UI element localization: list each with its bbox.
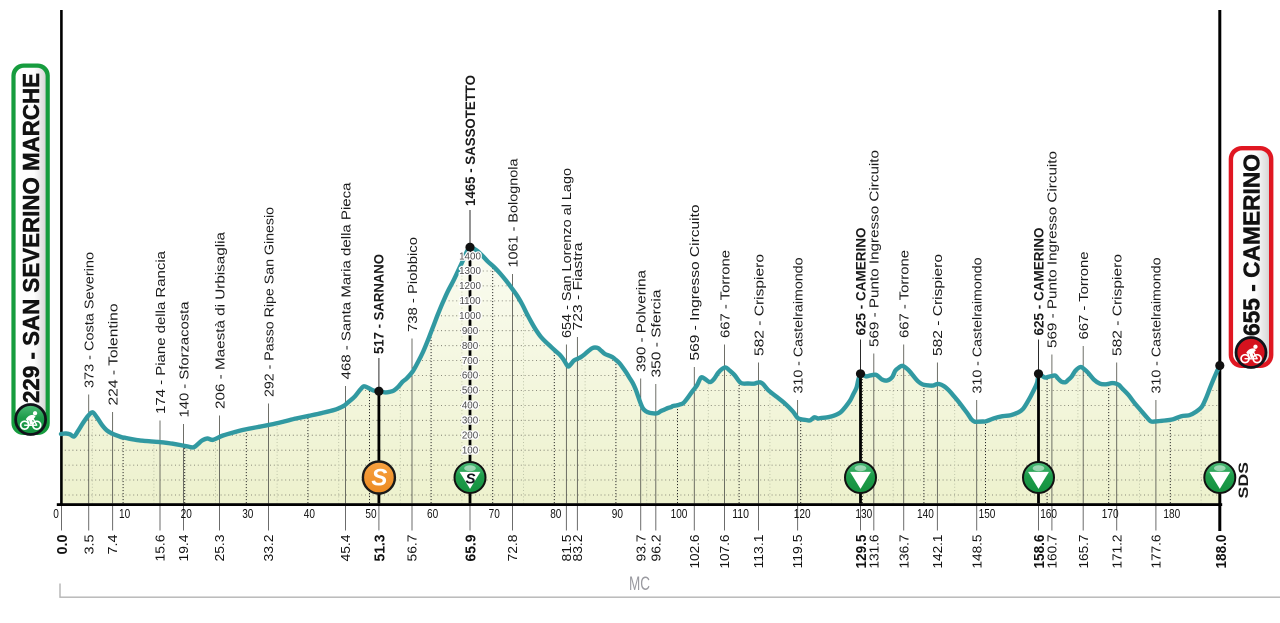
svg-text:40: 40 [304,506,315,521]
svg-text:468 - Santa Maria della Pieca: 468 - Santa Maria della Pieca [338,182,353,380]
svg-text:170: 170 [1102,506,1119,521]
svg-text:667 - Torrone: 667 - Torrone [717,250,732,338]
svg-text:81.5: 81.5 [559,535,574,562]
svg-text:130: 130 [855,506,872,521]
svg-text:19.4: 19.4 [176,535,191,562]
svg-text:50: 50 [365,506,376,521]
svg-text:80: 80 [550,506,561,521]
svg-text:60: 60 [427,506,438,521]
svg-text:738 - Piobbico: 738 - Piobbico [405,237,420,332]
svg-text:0.0: 0.0 [54,535,71,555]
svg-text:83.2: 83.2 [570,535,585,562]
svg-text:107.6: 107.6 [717,535,732,569]
svg-text:700: 700 [462,356,479,367]
svg-text:177.6: 177.6 [1149,535,1164,569]
svg-text:400: 400 [462,401,479,412]
svg-text:310 - Castelraimondo: 310 - Castelraimondo [970,258,985,394]
svg-text:1100: 1100 [459,296,481,307]
svg-text:93.7: 93.7 [633,535,648,562]
svg-text:1061 - Bolognola: 1061 - Bolognola [505,158,520,268]
svg-text:667 - Torrone: 667 - Torrone [1076,252,1091,340]
svg-text:MC: MC [629,574,650,595]
svg-text:165.7: 165.7 [1076,535,1091,569]
svg-text:171.2: 171.2 [1109,535,1124,569]
svg-text:45.4: 45.4 [338,535,353,562]
svg-text:56.7: 56.7 [405,535,420,562]
svg-text:140 - Sforzacosta: 140 - Sforzacosta [176,301,191,418]
svg-text:1000: 1000 [459,311,481,322]
svg-text:96.2: 96.2 [648,535,663,562]
svg-text:65.9: 65.9 [462,535,479,562]
svg-text:224 - Tolentino: 224 - Tolentino [105,304,120,406]
svg-text:100: 100 [462,445,479,456]
svg-text:119.5: 119.5 [790,535,805,569]
svg-text:1200: 1200 [459,281,481,292]
svg-text:S: S [465,470,475,487]
svg-text:113.1: 113.1 [751,535,766,569]
svg-text:3.5: 3.5 [81,535,96,555]
svg-text:1465 - SASSOTETTO: 1465 - SASSOTETTO [463,75,478,206]
svg-text:625 - CAMERINO: 625 - CAMERINO [1031,228,1046,336]
svg-text:800: 800 [462,341,479,352]
svg-text:33.2: 33.2 [261,535,276,562]
svg-text:569 - Punto Ingresso Circuito: 569 - Punto Ingresso Circuito [1045,151,1060,348]
svg-text:229 - SAN SEVERINO MARCHE: 229 - SAN SEVERINO MARCHE [18,73,44,403]
svg-text:148.5: 148.5 [969,535,984,569]
svg-text:158.6: 158.6 [1031,535,1048,569]
svg-text:174 - Piane della Rancia: 174 - Piane della Rancia [153,250,168,414]
svg-text:600: 600 [462,371,479,382]
svg-text:51.3: 51.3 [371,535,388,562]
svg-text:120: 120 [794,506,811,521]
svg-text:310 - Castelraimondo: 310 - Castelraimondo [790,258,805,394]
svg-text:654 - San Lorenzo al Lago: 654 - San Lorenzo al Lago [559,168,574,338]
svg-text:140: 140 [917,506,934,521]
svg-text:569 - Punto Ingresso Circuito: 569 - Punto Ingresso Circuito [867,150,882,347]
svg-text:582 - Crispiero: 582 - Crispiero [930,254,945,356]
svg-text:90: 90 [612,506,623,521]
svg-text:129.5: 129.5 [853,535,870,569]
svg-text:SDS: SDS [1235,462,1251,499]
svg-text:1300: 1300 [459,266,481,277]
svg-text:136.7: 136.7 [896,535,911,569]
svg-text:70: 70 [489,506,500,521]
svg-text:517 - SARNANO: 517 - SARNANO [372,254,387,354]
svg-text:142.1: 142.1 [930,535,945,569]
svg-text:160: 160 [1040,506,1057,521]
svg-text:0: 0 [53,506,59,521]
svg-text:723 - Fiastra: 723 - Fiastra [570,242,585,331]
svg-text:300: 300 [462,416,479,427]
svg-text:206 - Maestà di Urbisaglia: 206 - Maestà di Urbisaglia [212,231,227,409]
svg-text:582 - Crispiero: 582 - Crispiero [1110,254,1125,356]
svg-text:188.0: 188.0 [1213,535,1230,569]
svg-text:900: 900 [462,326,479,337]
svg-text:160.7: 160.7 [1045,535,1060,569]
svg-text:200: 200 [462,430,479,441]
svg-text:131.6: 131.6 [866,535,881,569]
svg-text:582 - Crispiero: 582 - Crispiero [751,254,766,356]
svg-text:350 - Sfercia: 350 - Sfercia [649,289,664,378]
svg-text:7.4: 7.4 [105,535,120,555]
svg-text:569 - Ingresso Circuito: 569 - Ingresso Circuito [687,205,702,361]
svg-text:15.6: 15.6 [153,535,168,562]
svg-text:1400: 1400 [459,251,481,262]
svg-text:30: 30 [242,506,253,521]
svg-text:373 - Costa Severino: 373 - Costa Severino [82,252,97,388]
svg-text:390 - Polverina: 390 - Polverina [634,269,649,372]
svg-text:180: 180 [1163,506,1180,521]
svg-text:292 - Passo Ripe San Ginesio: 292 - Passo Ripe San Ginesio [261,207,276,397]
svg-text:100: 100 [671,506,688,521]
svg-text:25.3: 25.3 [212,535,227,562]
svg-text:110: 110 [732,506,749,521]
svg-text:310 - Castelraimondo: 310 - Castelraimondo [1149,258,1164,394]
svg-text:S: S [371,465,387,492]
svg-text:72.8: 72.8 [505,535,520,562]
svg-text:20: 20 [181,506,192,521]
svg-text:625 - CAMERINO: 625 - CAMERINO [853,228,868,336]
svg-text:150: 150 [979,506,996,521]
svg-text:655 - CAMERINO: 655 - CAMERINO [1238,154,1264,336]
svg-text:500: 500 [462,386,479,397]
svg-text:667 - Torrone: 667 - Torrone [897,250,912,338]
svg-text:10: 10 [119,506,130,521]
svg-text:102.6: 102.6 [687,535,702,569]
